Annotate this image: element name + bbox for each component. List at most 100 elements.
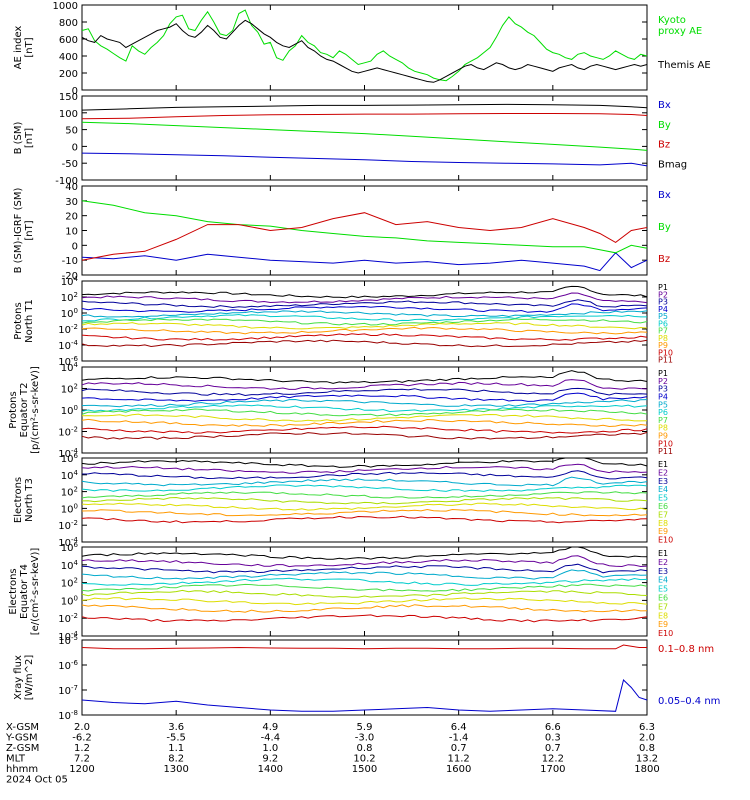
y-axis-label: North T3 — [24, 478, 35, 522]
series-line-e5 — [81, 577, 648, 586]
orbit-row-label: Z-GSM — [6, 743, 39, 754]
legend-label: P4 — [658, 305, 668, 314]
y-axis-label: B (SM)-IGRF (SM) — [13, 188, 24, 274]
series-line-p10 — [81, 425, 648, 434]
legend-label: P11 — [658, 356, 673, 365]
y-axis-label: [W/m^2] — [24, 655, 35, 701]
orbit-cell: 10.2 — [353, 754, 375, 765]
series-line-p3 — [81, 387, 648, 397]
series-line-e9 — [81, 508, 648, 517]
series-line-themis-ae — [81, 19, 648, 83]
orbit-cell: 4.9 — [262, 722, 278, 733]
series-line-e6 — [81, 583, 648, 592]
series-line-p1 — [81, 285, 648, 299]
legend-label: P8 — [658, 334, 668, 343]
series-line-e7 — [81, 589, 648, 598]
series-line-e7 — [81, 496, 648, 505]
legend-label: E9 — [658, 527, 668, 536]
orbit-cell: 11.2 — [448, 754, 470, 765]
y-axis-label: [p/(cm²-s-sr-keV)] — [30, 366, 41, 454]
orbit-cell: 5.9 — [357, 722, 373, 733]
series-line-e1 — [81, 457, 648, 468]
legend-label: P8 — [658, 424, 668, 433]
orbit-cell: -6.2 — [72, 733, 92, 744]
legend-label: E1 — [658, 460, 668, 469]
legend-label: Bz — [658, 254, 670, 265]
orbit-row-label: X-GSM — [6, 722, 39, 733]
y-axis-label: B (SM) — [13, 121, 24, 154]
y-tick-label: -50 — [62, 159, 78, 170]
legend-label: 0.05–0.4 nm — [658, 696, 720, 707]
series-line-e9 — [81, 604, 648, 613]
y-axis-label: Electrons — [13, 477, 24, 523]
legend-label: P6 — [658, 319, 668, 328]
legend-label: E8 — [658, 611, 668, 620]
orbit-cell: -5.5 — [166, 733, 186, 744]
legend-label: E7 — [658, 602, 668, 611]
legend-label: E10 — [658, 629, 673, 638]
legend-label: P6 — [658, 408, 668, 417]
series-line-e2 — [81, 463, 648, 474]
y-axis-label: North T1 — [24, 299, 35, 343]
series-line-p2 — [81, 379, 648, 390]
legend-label: P10 — [658, 439, 673, 448]
orbit-row-label: MLT — [6, 754, 26, 765]
orbit-cell: 8.2 — [168, 754, 184, 765]
series-line-p5 — [81, 310, 648, 318]
legend-label: P7 — [658, 416, 668, 425]
y-axis-label: [e/(cm²-s-sr-keV)] — [30, 548, 41, 636]
orbit-cell: 1.1 — [168, 743, 184, 754]
legend-label: proxy AE — [658, 26, 702, 37]
legend-label: P2 — [658, 377, 668, 386]
orbit-cell: 1.0 — [262, 743, 278, 754]
orbit-cell: 12.2 — [542, 754, 564, 765]
legend-label: E10 — [658, 536, 673, 545]
orbit-cell: -1.4 — [449, 733, 469, 744]
series-line-p7 — [81, 408, 648, 417]
orbit-cell: 0.7 — [545, 743, 561, 754]
y-axis-label: Protons — [8, 391, 19, 428]
y-tick-label: 200 — [59, 69, 78, 80]
y-tick-label: -10 — [62, 256, 78, 267]
y-axis-label: Electrons — [8, 568, 19, 614]
series-line-e4 — [81, 569, 648, 580]
orbit-cell: 0.8 — [639, 743, 655, 754]
orbit-cell: 1700 — [540, 764, 565, 775]
legend-label: P2 — [658, 290, 668, 299]
orbit-cell: 2.0 — [74, 722, 90, 733]
legend-label: Bmag — [658, 160, 687, 171]
y-tick-label: 10 — [65, 227, 78, 238]
legend-label: Kyoto — [658, 15, 686, 26]
date-label: 2024 Oct 05 — [6, 775, 68, 786]
legend-label: E4 — [658, 485, 668, 494]
y-tick-label: 20 — [65, 212, 78, 223]
series-line-e2 — [81, 555, 648, 568]
orbit-cell: -4.4 — [261, 733, 281, 744]
orbit-cell: 6.6 — [545, 722, 561, 733]
series-line-e8 — [81, 597, 648, 606]
series-line-by — [81, 121, 648, 151]
y-tick-label: 600 — [59, 35, 78, 46]
y-axis-label: Equator T4 — [19, 564, 30, 619]
legend-label: P3 — [658, 385, 668, 394]
y-axis-label: AE index — [13, 26, 24, 70]
panel-1: 1000 800 600 400 200 0 AE index [nT] Kyotoproxy … — [13, 1, 711, 97]
orbit-row-label: Y-GSM — [5, 733, 38, 744]
series-line-p6 — [81, 313, 647, 322]
series-line-p8 — [81, 413, 648, 422]
legend-label: E3 — [658, 567, 668, 576]
y-tick-label: 0 — [72, 86, 78, 97]
y-tick-label: -20 — [62, 271, 78, 282]
series-line-0-1-0-8-nm — [81, 644, 647, 650]
series-line-by — [81, 200, 648, 254]
legend-label: Bx — [658, 190, 671, 201]
orbit-cell: 1400 — [258, 764, 283, 775]
series-line-p6 — [81, 404, 648, 413]
series-line-bz — [81, 212, 648, 261]
y-axis-label: Protons — [13, 302, 24, 339]
y-tick-label: 800 — [59, 18, 78, 29]
legend-label: E2 — [658, 468, 668, 477]
